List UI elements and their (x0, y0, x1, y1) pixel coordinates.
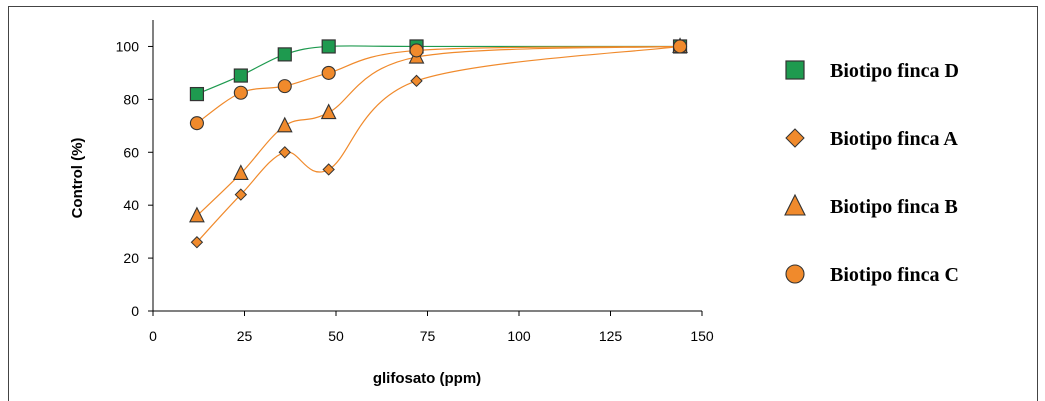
data-point (189, 116, 204, 131)
x-tick-label: 0 (149, 328, 157, 344)
y-tick-label: 40 (123, 197, 139, 213)
data-point (321, 39, 336, 54)
legend-label: Biotipo finca D (830, 60, 959, 82)
chart-frame (8, 6, 1038, 401)
y-tick-label: 80 (123, 91, 139, 107)
series-line-3 (196, 45, 681, 124)
data-point (189, 86, 205, 102)
legend-marker (785, 264, 805, 284)
y-tick-label: 60 (123, 144, 139, 160)
data-point (322, 163, 335, 176)
y-axis-title: Control (%) (69, 138, 86, 219)
data-point (190, 236, 204, 249)
data-point (278, 146, 291, 159)
data-point (232, 164, 249, 180)
data-point (277, 79, 292, 94)
legend-label: Biotipo finca B (830, 196, 958, 218)
x-tick-label: 100 (507, 328, 531, 344)
y-tick-label: 100 (116, 38, 140, 54)
series-line-1 (196, 45, 681, 243)
x-tick-label: 50 (328, 328, 344, 344)
data-point (410, 74, 423, 88)
y-tick-label: 0 (131, 303, 139, 319)
legend-label: Biotipo finca A (830, 128, 958, 150)
data-point (189, 206, 205, 223)
legend-marker (785, 128, 805, 148)
data-point (277, 47, 292, 62)
x-tick-label: 125 (599, 328, 623, 344)
data-point (320, 103, 337, 120)
legend-marker (785, 60, 805, 80)
series-line-2 (196, 45, 681, 217)
x-tick-label: 75 (420, 328, 436, 344)
legend: Biotipo finca D Biotipo finca A Biotipo fi… (784, 60, 959, 286)
data-point (234, 188, 248, 201)
data-point (409, 43, 424, 58)
data-point (233, 85, 248, 100)
legend-marker (784, 193, 806, 216)
y-tick-label: 20 (123, 250, 139, 266)
axes: 0 20 40 60 80 100 0 25 50 75 100 125 150 (116, 20, 714, 344)
data-point (321, 65, 336, 80)
series-markers (189, 37, 688, 249)
data-point (233, 68, 248, 83)
series-lines (196, 45, 681, 243)
legend-label: Biotipo finca C (830, 264, 959, 286)
x-tick-label: 150 (690, 328, 714, 344)
x-axis-title: glifosato (ppm) (373, 370, 481, 387)
x-tick-label: 25 (237, 328, 253, 344)
data-point (276, 116, 293, 133)
data-point (672, 39, 688, 54)
